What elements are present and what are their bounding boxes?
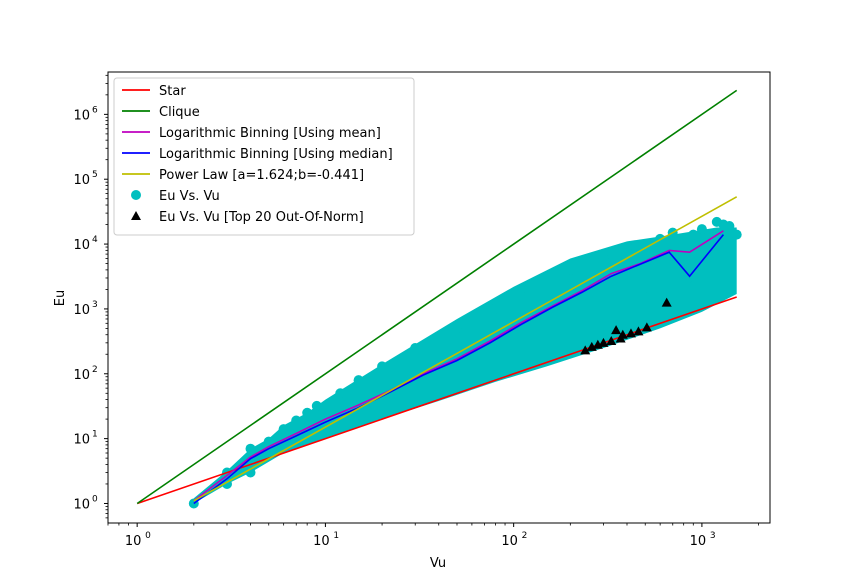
legend-entry-label: Logarithmic Binning [Using median] bbox=[159, 147, 393, 162]
scatter-point-eu-vs-vu bbox=[353, 375, 364, 386]
scatter-point-eu-vs-vu bbox=[731, 229, 742, 240]
legend-swatch bbox=[131, 211, 141, 220]
y-tick-label: 10 bbox=[73, 238, 90, 253]
y-tick-label: 10 bbox=[73, 108, 90, 123]
y-tick-exponent: 5 bbox=[92, 170, 98, 180]
legend-swatch bbox=[131, 190, 141, 200]
x-tick-exponent: 1 bbox=[333, 531, 339, 541]
scatter-point-eu-vs-vu bbox=[335, 388, 346, 399]
y-tick-exponent: 4 bbox=[92, 235, 98, 245]
scatter-point-out-of-norm bbox=[617, 329, 628, 339]
scatter-point-out-of-norm bbox=[580, 345, 591, 355]
series-line-clique bbox=[136, 89, 738, 505]
scatter-point-eu-vs-vu bbox=[490, 303, 501, 314]
y-tick-label: 10 bbox=[73, 303, 90, 318]
legend-entry-label: Eu Vs. Vu bbox=[159, 189, 220, 204]
legend-entry-label: Eu Vs. Vu [Top 20 Out-Of-Norm] bbox=[159, 210, 364, 225]
scatter-point-eu-vs-vu bbox=[640, 292, 651, 303]
scatter-point-eu-vs-vu bbox=[245, 443, 256, 454]
x-tick-exponent: 0 bbox=[145, 531, 151, 541]
scatter-point-eu-vs-vu bbox=[302, 407, 313, 418]
y-tick-exponent: 3 bbox=[92, 300, 98, 310]
y-tick-exponent: 1 bbox=[92, 430, 98, 440]
scatter-point-eu-vs-vu bbox=[696, 224, 707, 235]
x-tick-label: 10 bbox=[690, 534, 707, 549]
scatter-point-out-of-norm bbox=[606, 336, 617, 346]
legend-entry-label: Star bbox=[159, 84, 186, 99]
legend-entry-label: Power Law [a=1.624;b=-0.441] bbox=[159, 168, 364, 183]
scatter-point-eu-vs-vu bbox=[523, 284, 534, 295]
y-tick-label: 10 bbox=[73, 497, 90, 512]
scatter-point-eu-vs-vu bbox=[410, 343, 421, 353]
y-tick-exponent: 0 bbox=[92, 494, 98, 504]
scatter-point-eu-vs-vu bbox=[452, 323, 462, 334]
legend: Star Clique Logarithmic Binning [Using mea… bbox=[113, 77, 415, 236]
x-tick-label: 10 bbox=[313, 534, 330, 549]
scatter-point-out-of-norm bbox=[641, 322, 652, 332]
y-tick-label: 10 bbox=[73, 368, 90, 383]
x-tick-exponent: 2 bbox=[522, 531, 528, 541]
x-tick-label: 10 bbox=[501, 534, 518, 549]
scatter-point-eu-vs-vu bbox=[688, 229, 699, 240]
series-line-power-law-a-1-624-b-0-441 bbox=[193, 196, 738, 502]
x-tick-label: 10 bbox=[125, 534, 142, 549]
y-tick-exponent: 6 bbox=[92, 105, 98, 115]
legend-entry-label: Logarithmic Binning [Using mean] bbox=[159, 126, 381, 141]
plot-series bbox=[136, 89, 738, 505]
series-line-logarithmic-binning-using-median bbox=[193, 234, 725, 505]
scatter-point-out-of-norm bbox=[661, 297, 672, 307]
legend-entry-label: Clique bbox=[159, 105, 200, 120]
x-tick-exponent: 3 bbox=[710, 531, 716, 541]
scatter-point-eu-vs-vu bbox=[622, 242, 632, 252]
y-tick-label: 10 bbox=[73, 173, 90, 188]
scatter-point-eu-vs-vu bbox=[565, 264, 576, 275]
y-tick-exponent: 2 bbox=[92, 365, 98, 375]
scatter-density-band bbox=[193, 227, 737, 504]
y-tick-label: 10 bbox=[73, 433, 90, 448]
scatter-point-eu-vs-vu bbox=[263, 436, 274, 447]
scatter-point-eu-vs-vu bbox=[724, 221, 735, 231]
scatter-point-eu-vs-vu bbox=[291, 415, 302, 426]
scatter-point-out-of-norm bbox=[633, 326, 644, 336]
scatter-point-eu-vs-vu bbox=[377, 361, 388, 372]
x-axis-label: Vu bbox=[430, 556, 446, 571]
y-axis-label: Eu bbox=[53, 290, 68, 306]
scatter-point-eu-vs-vu bbox=[598, 253, 609, 264]
scatter-point-eu-vs-vu bbox=[311, 400, 322, 411]
scatter-point-cloud bbox=[188, 216, 742, 509]
scatter-point-out-of-norm bbox=[598, 337, 609, 347]
scatter-point-eu-vs-vu bbox=[278, 424, 289, 435]
scatter-point-out-of-norm bbox=[611, 325, 622, 335]
scatter-point-out-of-norm bbox=[625, 328, 636, 338]
axes: 10 0 10 1 10 2 10 310 010 110 210 310 410 510 6 bbox=[73, 71, 771, 549]
legend-box bbox=[113, 77, 415, 236]
